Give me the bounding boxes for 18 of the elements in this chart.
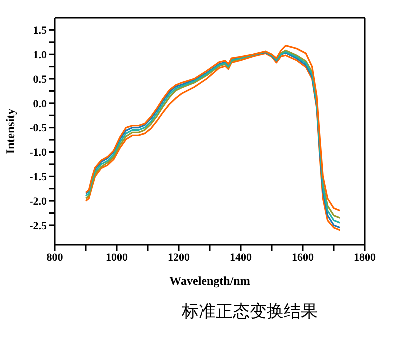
y-tick-label: 1.5 [33,25,48,38]
text: 标准正态变换结果 [181,301,319,323]
x-tick-label: 1000 [106,252,128,264]
x-tick-label: 1600 [292,252,314,264]
x-tick-label: 1200 [168,252,190,264]
x-tick-label: 1800 [354,252,376,264]
y-tick-label: 0.0 [33,98,48,110]
x-tick-label: 800 [46,252,64,264]
y-tick-label: -1.0 [30,147,48,160]
y-tick-label: 0.5 [33,74,48,86]
y-tick-label: -1.5 [30,172,48,184]
y-tick-label: -0.5 [30,122,48,135]
y-tick-label: 1.0 [33,50,48,62]
x-tick-label: 1400 [230,252,252,264]
y-axis-title: Intensity [3,108,18,154]
y-tick-label: -2.5 [30,220,48,232]
y-tick-label: -2.0 [30,196,48,208]
x-axis-title: Wavelength/nm [170,274,250,288]
